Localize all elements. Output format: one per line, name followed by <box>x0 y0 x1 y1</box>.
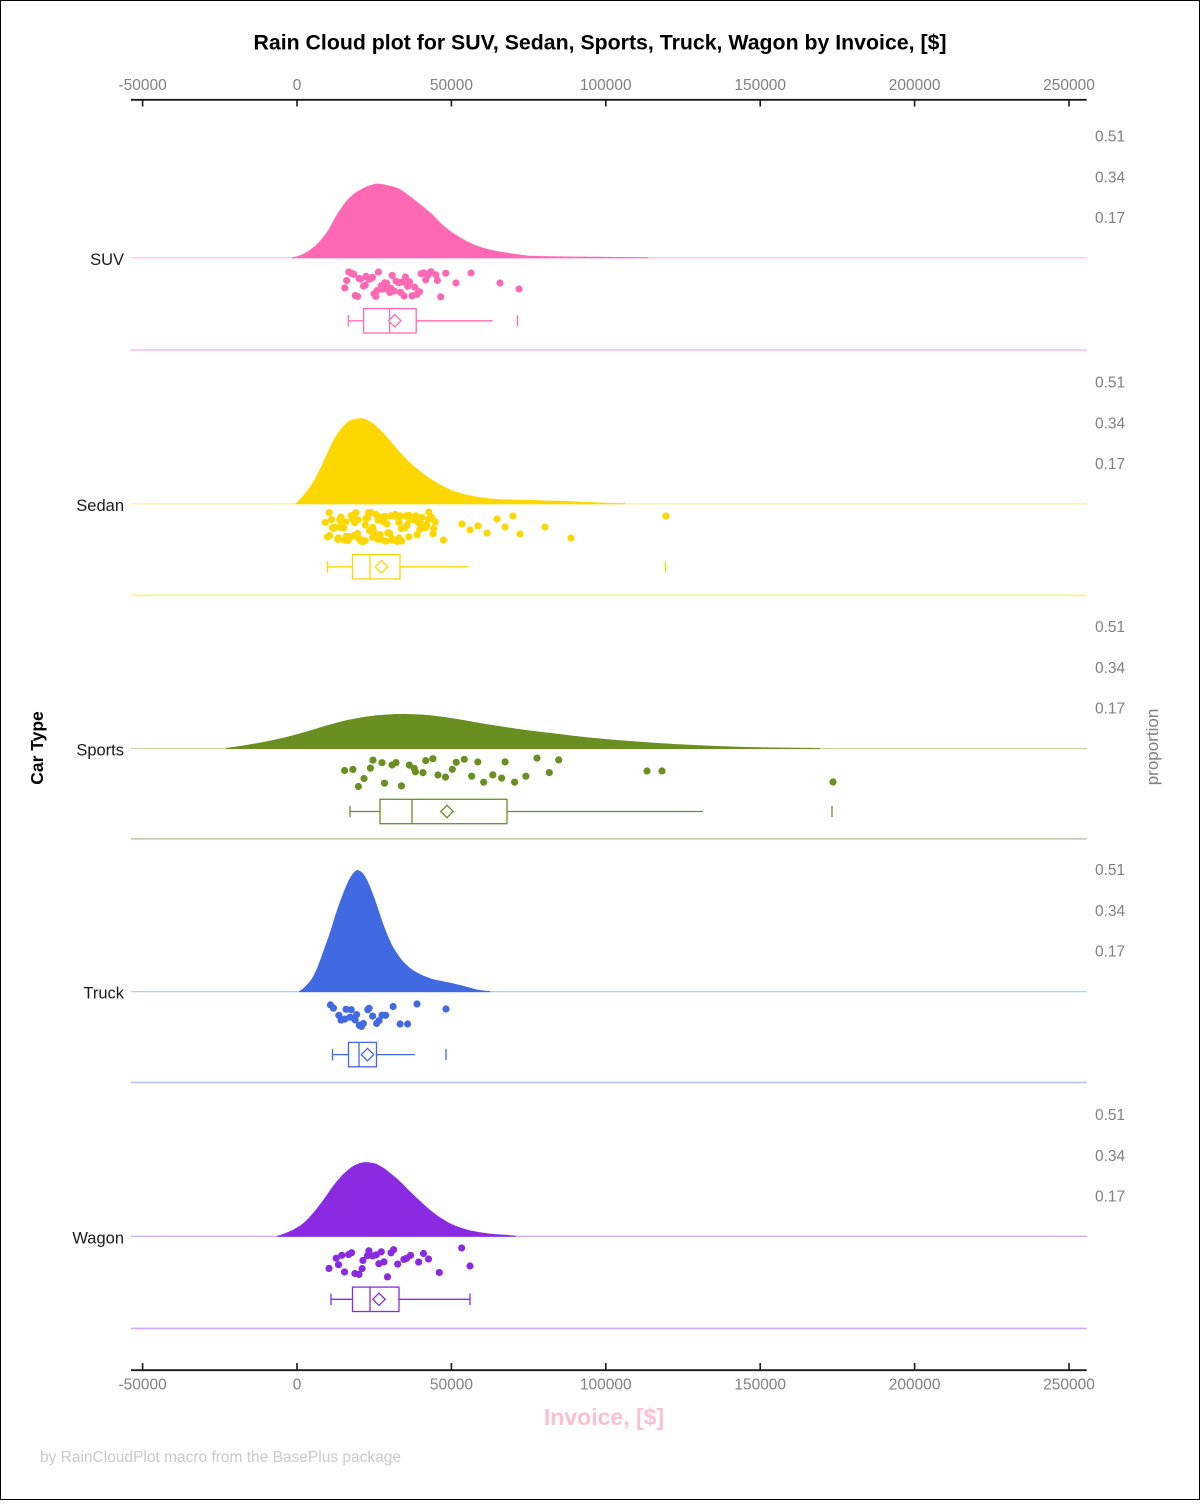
svg-text:by RainCloudPlot macro from th: by RainCloudPlot macro from the BasePlus… <box>40 1449 401 1466</box>
svg-text:Invoice, [$]: Invoice, [$] <box>544 1404 664 1430</box>
svg-text:0.51: 0.51 <box>1095 128 1125 145</box>
svg-text:Sedan: Sedan <box>76 497 124 515</box>
svg-text:0.51: 0.51 <box>1095 1107 1125 1124</box>
svg-text:Sports: Sports <box>76 742 124 760</box>
svg-text:-50000: -50000 <box>118 77 167 94</box>
svg-text:150000: 150000 <box>734 1377 786 1394</box>
svg-text:150000: 150000 <box>734 77 786 94</box>
svg-text:Car Type: Car Type <box>27 711 47 785</box>
svg-text:Truck: Truck <box>83 985 124 1003</box>
svg-text:0.51: 0.51 <box>1095 619 1125 636</box>
svg-text:Rain Cloud plot for SUV, Sedan: Rain Cloud plot for SUV, Sedan, Sports, … <box>253 31 946 55</box>
svg-text:0.17: 0.17 <box>1095 456 1125 473</box>
svg-text:-50000: -50000 <box>118 1377 167 1394</box>
svg-text:0.17: 0.17 <box>1095 210 1125 227</box>
svg-text:0.34: 0.34 <box>1095 1148 1126 1165</box>
svg-text:0: 0 <box>293 77 302 94</box>
svg-text:0.34: 0.34 <box>1095 903 1126 920</box>
svg-text:Wagon: Wagon <box>72 1229 124 1247</box>
svg-text:50000: 50000 <box>430 77 473 94</box>
svg-text:0.34: 0.34 <box>1095 169 1126 186</box>
svg-text:100000: 100000 <box>580 1377 632 1394</box>
svg-text:50000: 50000 <box>430 1377 473 1394</box>
svg-text:0.51: 0.51 <box>1095 862 1125 879</box>
svg-text:0.17: 0.17 <box>1095 701 1125 718</box>
svg-text:200000: 200000 <box>889 1377 941 1394</box>
svg-text:0.17: 0.17 <box>1095 944 1125 961</box>
svg-text:0.17: 0.17 <box>1095 1188 1125 1205</box>
svg-text:0.51: 0.51 <box>1095 374 1125 391</box>
svg-text:0.34: 0.34 <box>1095 660 1126 677</box>
svg-text:proportion: proportion <box>1143 709 1162 786</box>
svg-text:0: 0 <box>293 1377 302 1394</box>
svg-text:250000: 250000 <box>1043 77 1095 94</box>
svg-text:0.34: 0.34 <box>1095 415 1126 432</box>
svg-text:SUV: SUV <box>90 251 124 269</box>
svg-text:200000: 200000 <box>889 77 941 94</box>
svg-text:100000: 100000 <box>580 77 632 94</box>
svg-text:250000: 250000 <box>1043 1377 1095 1394</box>
